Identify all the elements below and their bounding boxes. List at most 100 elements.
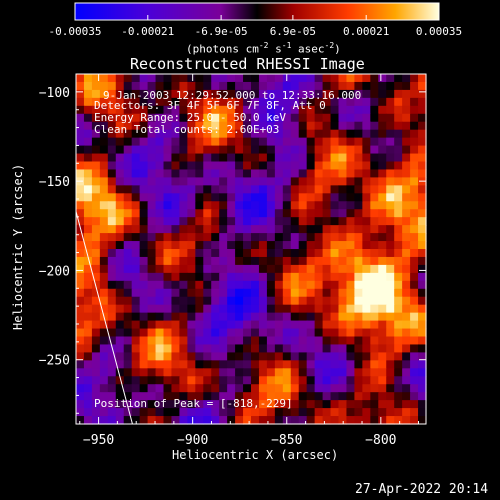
heatmap-cell <box>203 416 212 425</box>
heatmap-cell <box>354 392 363 401</box>
heatmap-cell <box>394 81 403 91</box>
heatmap-cell <box>107 280 117 290</box>
heatmap-cell <box>338 328 348 338</box>
heatmap-cell <box>306 280 316 290</box>
heatmap-cell <box>163 97 173 107</box>
heatmap-cell <box>330 241 340 250</box>
heatmap-cell <box>282 97 292 107</box>
heatmap-cell <box>282 177 292 186</box>
heatmap-cell <box>394 296 403 306</box>
heatmap-cell <box>219 272 228 282</box>
heatmap-cell <box>235 185 244 194</box>
heatmap-cell <box>107 137 117 147</box>
heatmap-cell <box>314 264 324 274</box>
heatmap-cell <box>354 89 363 99</box>
heatmap-cell <box>219 153 228 163</box>
heatmap-cell <box>346 360 356 369</box>
heatmap-cell <box>163 336 173 346</box>
heatmap-cell <box>402 217 411 226</box>
heatmap-cell <box>282 89 292 99</box>
heatmap-cell <box>155 336 165 346</box>
heatmap-cell <box>362 209 371 218</box>
heatmap-cell <box>171 97 181 107</box>
heatmap-cell <box>370 360 379 369</box>
heatmap-cell <box>362 280 371 290</box>
heatmap-cell <box>76 344 85 354</box>
heatmap-cell <box>282 185 292 194</box>
heatmap-cell <box>330 233 340 242</box>
heatmap-cell <box>298 217 308 226</box>
heatmap-cell <box>187 360 196 369</box>
heatmap-cell <box>147 296 157 306</box>
heatmap-cell <box>338 392 348 401</box>
heatmap-cell <box>179 241 188 250</box>
heatmap-cell <box>322 312 332 322</box>
heatmap-cell <box>131 209 141 218</box>
heatmap-cell <box>394 376 403 385</box>
heatmap-cell <box>282 241 292 250</box>
heatmap-cell <box>76 352 85 361</box>
heatmap-cell <box>290 256 300 266</box>
heatmap-cell <box>115 264 125 274</box>
heatmap-cell <box>402 312 411 322</box>
heatmap-cell <box>147 121 157 131</box>
heatmap-cell <box>139 384 149 393</box>
colorbar-tick-label: -0.00021 <box>121 25 174 38</box>
heatmap-cell <box>171 360 181 369</box>
heatmap-cell <box>410 360 419 369</box>
heatmap-cell <box>171 161 181 171</box>
heatmap-cell <box>211 328 220 338</box>
heatmap-cell <box>91 249 101 258</box>
heatmap-cell <box>410 233 419 242</box>
heatmap-cell <box>378 400 387 409</box>
heatmap-cell <box>402 384 411 393</box>
heatmap-cell <box>179 336 188 346</box>
heatmap-cell <box>99 241 109 250</box>
heatmap-cell <box>115 113 125 123</box>
heatmap-cell <box>370 97 379 107</box>
heatmap-cell <box>107 153 117 163</box>
heatmap-cell <box>76 368 85 377</box>
heatmap-cell <box>123 336 133 346</box>
heatmap-cell <box>139 304 149 314</box>
heatmap-cell <box>378 153 387 163</box>
heatmap-cell <box>258 416 268 425</box>
x-tick-label: −800 <box>365 433 396 448</box>
heatmap-cell <box>227 193 236 202</box>
heatmap-cell <box>298 288 308 298</box>
heatmap-cell <box>243 105 252 115</box>
heatmap-cell <box>330 153 340 163</box>
heatmap-cell <box>163 328 173 338</box>
heatmap-cell <box>203 328 212 338</box>
heatmap-cell <box>314 280 324 290</box>
heatmap-cell <box>99 280 109 290</box>
heatmap-cell <box>131 177 141 186</box>
heatmap-cell <box>219 249 228 258</box>
heatmap-cell <box>123 177 133 186</box>
heatmap-cell <box>258 105 268 115</box>
heatmap-cell <box>219 97 228 107</box>
heatmap-cell <box>314 105 324 115</box>
heatmap-cell <box>402 256 411 266</box>
heatmap-cell <box>370 137 379 147</box>
colorbar-tick-label: -0.00035 <box>49 25 102 38</box>
heatmap-cell <box>219 217 228 226</box>
heatmap-cell <box>76 233 85 242</box>
heatmap-cell <box>330 137 340 147</box>
heatmap-cell <box>354 81 363 91</box>
heatmap-cell <box>266 264 276 274</box>
heatmap-cell <box>211 344 220 354</box>
heatmap-cell <box>187 225 196 234</box>
heatmap-cell <box>274 328 284 338</box>
heatmap-cell <box>410 137 419 147</box>
heatmap-cell <box>171 249 181 258</box>
heatmap-cell <box>266 225 276 234</box>
heatmap-cell <box>107 89 117 99</box>
heatmap-cell <box>243 296 252 306</box>
heatmap-cell <box>147 217 157 226</box>
heatmap-cell <box>298 233 308 242</box>
heatmap-cell <box>235 121 244 131</box>
heatmap-cell <box>258 384 268 393</box>
heatmap-cell <box>378 161 387 171</box>
heatmap-cell <box>290 233 300 242</box>
